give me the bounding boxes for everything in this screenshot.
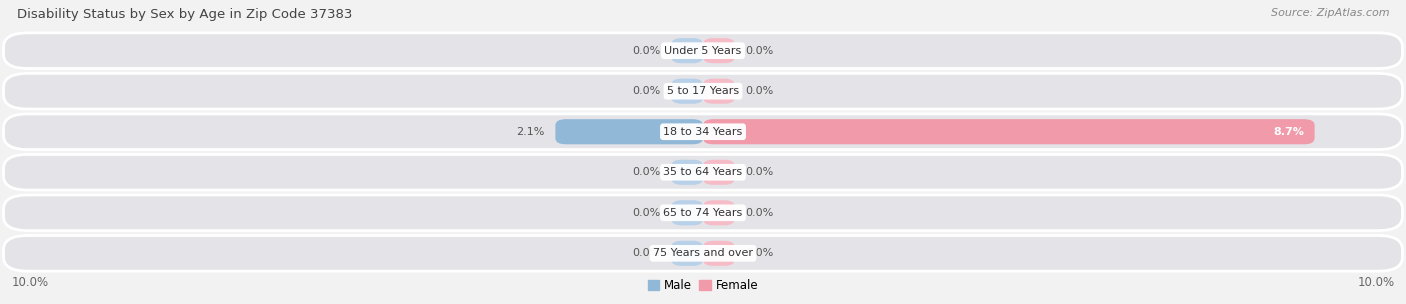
FancyBboxPatch shape [4,33,1402,68]
Text: 0.0%: 0.0% [633,46,661,56]
Text: 5 to 17 Years: 5 to 17 Years [666,86,740,96]
Text: 8.7%: 8.7% [1274,127,1305,137]
Text: 35 to 64 Years: 35 to 64 Years [664,167,742,177]
FancyBboxPatch shape [703,79,734,104]
FancyBboxPatch shape [672,38,703,63]
FancyBboxPatch shape [4,73,1402,109]
Text: 18 to 34 Years: 18 to 34 Years [664,127,742,137]
FancyBboxPatch shape [4,114,1402,150]
Text: 2.1%: 2.1% [516,127,546,137]
FancyBboxPatch shape [672,79,703,104]
Text: 0.0%: 0.0% [633,167,661,177]
Text: 0.0%: 0.0% [745,208,773,218]
Text: 0.0%: 0.0% [633,248,661,258]
FancyBboxPatch shape [555,119,703,144]
Text: 0.0%: 0.0% [745,46,773,56]
Text: 0.0%: 0.0% [633,208,661,218]
Text: 10.0%: 10.0% [11,276,48,288]
Text: Under 5 Years: Under 5 Years [665,46,741,56]
Text: Source: ZipAtlas.com: Source: ZipAtlas.com [1271,8,1389,18]
FancyBboxPatch shape [703,38,734,63]
FancyBboxPatch shape [672,200,703,225]
FancyBboxPatch shape [4,154,1402,190]
FancyBboxPatch shape [703,241,734,266]
FancyBboxPatch shape [703,200,734,225]
Text: 0.0%: 0.0% [745,167,773,177]
Text: 0.0%: 0.0% [745,86,773,96]
Text: 75 Years and over: 75 Years and over [652,248,754,258]
Legend: Male, Female: Male, Female [643,275,763,297]
FancyBboxPatch shape [4,195,1402,231]
FancyBboxPatch shape [703,160,734,185]
Text: 0.0%: 0.0% [633,86,661,96]
FancyBboxPatch shape [672,241,703,266]
FancyBboxPatch shape [672,160,703,185]
Text: 0.0%: 0.0% [745,248,773,258]
Text: 65 to 74 Years: 65 to 74 Years [664,208,742,218]
Text: Disability Status by Sex by Age in Zip Code 37383: Disability Status by Sex by Age in Zip C… [17,8,353,21]
FancyBboxPatch shape [4,236,1402,271]
Text: 10.0%: 10.0% [1358,276,1395,288]
FancyBboxPatch shape [703,119,1315,144]
